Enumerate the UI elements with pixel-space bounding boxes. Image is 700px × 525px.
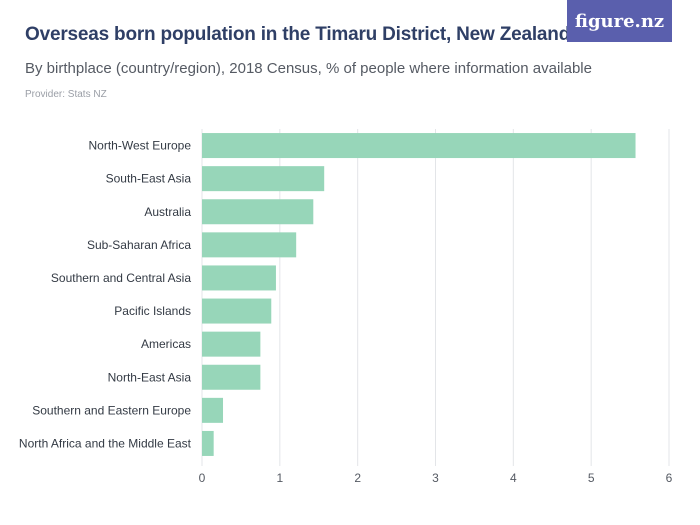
x-tick-label: 6 <box>666 471 673 485</box>
x-tick-label: 0 <box>199 471 206 485</box>
bar[interactable] <box>202 364 261 390</box>
category-label: Pacific Islands <box>114 304 191 318</box>
chart-subtitle: By birthplace (country/region), 2018 Cen… <box>25 60 592 77</box>
bar[interactable] <box>202 133 636 159</box>
category-label: North Africa and the Middle East <box>19 436 192 450</box>
category-label: Australia <box>144 205 191 219</box>
x-tick-label: 3 <box>432 471 439 485</box>
bar[interactable] <box>202 430 214 456</box>
bar[interactable] <box>202 298 272 324</box>
chart-title: Overseas born population in the Timaru D… <box>25 24 571 45</box>
bar[interactable] <box>202 331 261 357</box>
category-label: Southern and Central Asia <box>51 271 191 285</box>
category-label: Southern and Eastern Europe <box>32 403 191 417</box>
figure-nz-logo[interactable]: figure.nz <box>567 0 672 42</box>
category-label: North-West Europe <box>89 139 192 153</box>
category-label: South-East Asia <box>106 172 192 186</box>
bar[interactable] <box>202 265 276 291</box>
x-tick-label: 4 <box>510 471 517 485</box>
x-tick-label: 2 <box>354 471 361 485</box>
x-tick-label: 1 <box>276 471 283 485</box>
x-tick-label: 5 <box>588 471 595 485</box>
bars <box>202 133 636 456</box>
data-provider: Provider: Stats NZ <box>25 89 107 100</box>
bar[interactable] <box>202 232 297 258</box>
bar[interactable] <box>202 166 325 192</box>
category-labels: North-West Europe South-East Asia Australi… <box>19 139 192 451</box>
category-label: Americas <box>141 337 191 351</box>
category-label: Sub-Saharan Africa <box>87 238 191 252</box>
bar[interactable] <box>202 199 314 225</box>
bar[interactable] <box>202 397 224 423</box>
category-label: North-East Asia <box>108 370 192 384</box>
x-axis-ticks: 0 1 2 3 4 5 6 <box>199 471 673 485</box>
